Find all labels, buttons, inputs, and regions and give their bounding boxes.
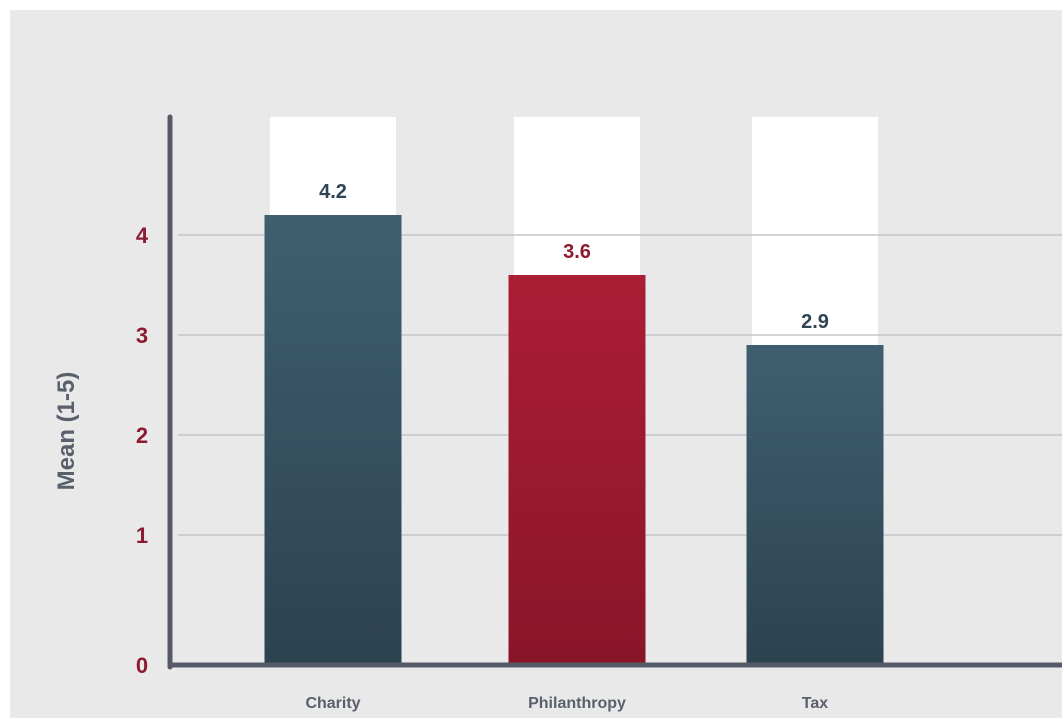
axes bbox=[167, 114, 1062, 670]
y-tick-label-0: 0 bbox=[136, 653, 148, 678]
category-label-tax: Tax bbox=[802, 695, 828, 712]
chart-panel: 4.2 Charity 3.6 Philanthropy 2.9 Tax 0 1 2 3 4 Mean… bbox=[10, 10, 1062, 718]
bar-philanthropy bbox=[508, 275, 646, 665]
value-label-charity: 4.2 bbox=[319, 181, 347, 203]
bar-chart: 4.2 Charity 3.6 Philanthropy 2.9 Tax 0 1 2 3 4 Mean… bbox=[53, 114, 1062, 712]
bar-charity bbox=[264, 215, 402, 665]
bars bbox=[264, 215, 884, 665]
bar-tax bbox=[746, 345, 884, 665]
y-tick-label-1: 1 bbox=[136, 523, 148, 548]
category-label-philanthropy: Philanthropy bbox=[528, 695, 626, 712]
y-tick-label-4: 4 bbox=[136, 223, 149, 248]
y-axis-title: Mean (1-5) bbox=[53, 372, 80, 491]
y-tick-label-2: 2 bbox=[136, 423, 148, 448]
value-label-philanthropy: 3.6 bbox=[563, 241, 591, 263]
labels: 4.2 Charity 3.6 Philanthropy 2.9 Tax 0 1 2 3 4 Mean… bbox=[53, 181, 829, 712]
y-tick-label-3: 3 bbox=[136, 323, 148, 348]
category-label-charity: Charity bbox=[305, 695, 360, 712]
value-label-tax: 2.9 bbox=[801, 311, 829, 333]
